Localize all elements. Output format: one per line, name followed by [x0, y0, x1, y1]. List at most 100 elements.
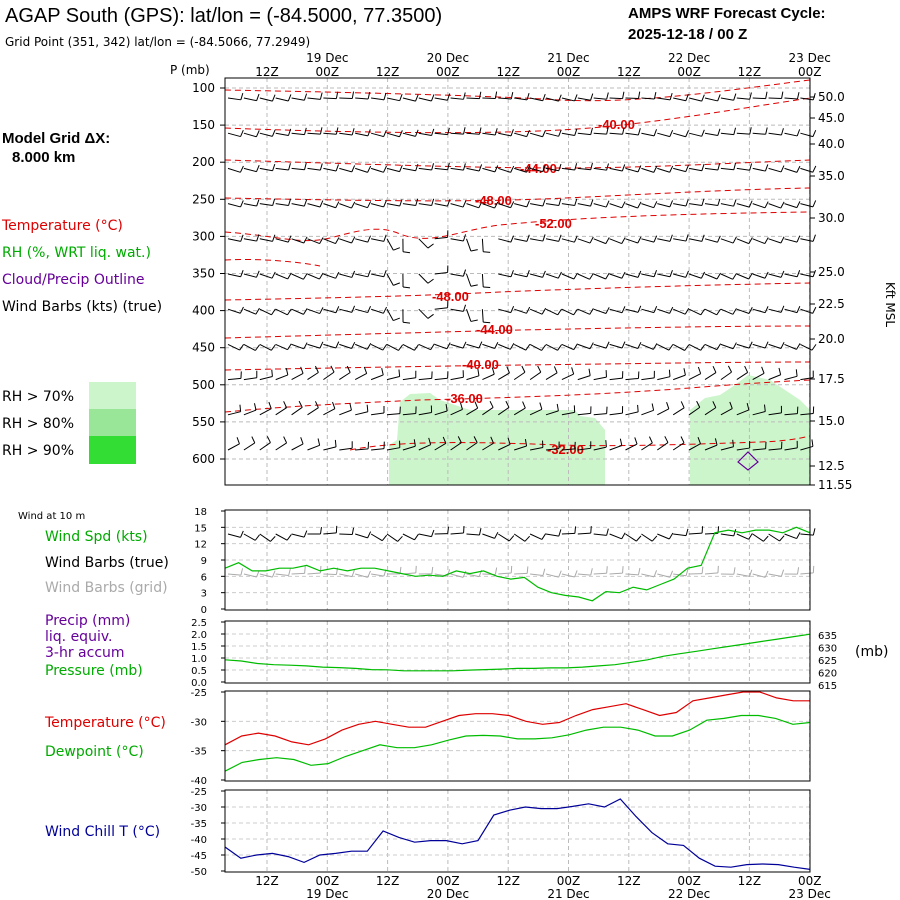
- wind-barb: [720, 365, 732, 381]
- top-date-label: 23 Dec: [789, 51, 831, 65]
- wind-barb: [545, 271, 562, 279]
- top-hour-label: 12Z: [255, 65, 279, 79]
- wind-barb: [291, 199, 308, 207]
- wind-barb-true: [593, 528, 609, 536]
- wind-barb: [291, 308, 308, 315]
- wind-barb-grid: [259, 570, 276, 578]
- wind-barb: [688, 271, 706, 279]
- isotherm-44: [224, 159, 811, 169]
- wind-barb-true: [498, 533, 515, 542]
- bottom-hour-label: 12Z: [255, 874, 279, 888]
- wind-barb: [355, 270, 371, 278]
- wind-barb: [529, 164, 546, 173]
- wind-barb-true: [609, 532, 626, 540]
- isotherm-label-48b: -48.00: [432, 289, 469, 304]
- wind-barb: [482, 128, 498, 136]
- rh-shading: [389, 375, 810, 485]
- wind-barb: [593, 237, 610, 245]
- wind-barb: [243, 343, 260, 351]
- temperature-line: [224, 691, 810, 746]
- bottom-hour-label: 00Z: [316, 874, 340, 888]
- wind-barb: [243, 93, 260, 102]
- wind-barb: [354, 366, 368, 381]
- wind-barb: [609, 406, 624, 416]
- wind-barb: [450, 304, 467, 312]
- wind-barb: [466, 238, 478, 252]
- wind-barb: [688, 366, 702, 381]
- wind-barb: [275, 272, 292, 280]
- wind-barb: [370, 200, 387, 208]
- wind-barb-grid: [291, 566, 306, 575]
- wind-barb: [498, 400, 510, 416]
- wind-barb: [418, 405, 433, 416]
- windchill-panel: -25 -30 -35 -40 -45 -50: [191, 787, 811, 878]
- wind-barb: [736, 92, 752, 100]
- wind-barb: [371, 441, 385, 451]
- wind-barb: [498, 270, 514, 278]
- wind-barb: [545, 198, 562, 206]
- model-grid-label: Model Grid ΔX:: [2, 130, 110, 147]
- wind-barb: [434, 230, 449, 240]
- wind-barb: [339, 441, 353, 451]
- windchill-tick-label: -30: [191, 803, 207, 814]
- wind-speed-tick-label: 9: [201, 556, 207, 567]
- legend-rh: RH (%, WRT liq. wat.): [2, 245, 151, 261]
- pressure-tick-label: 400: [192, 304, 215, 318]
- wind-barb: [641, 201, 658, 209]
- legend-3hr-accum: 3-hr accum: [45, 645, 125, 661]
- wind-barb-true: [434, 526, 449, 535]
- wind-barb: [275, 343, 292, 351]
- wind-barb: [545, 403, 559, 416]
- wind-barb: [291, 437, 304, 451]
- wind-barb-true: [625, 533, 642, 542]
- rh80-label: RH > 80%: [2, 416, 74, 432]
- wind-barb: [768, 270, 785, 278]
- legend-liq-equiv: liq. equiv.: [45, 629, 112, 645]
- wind-barb: [434, 127, 450, 136]
- wind-barb-grid: [545, 570, 562, 578]
- wind-barb-grid: [752, 570, 769, 578]
- wind-barb: [434, 300, 449, 310]
- pressure-line: [224, 633, 811, 672]
- wind-barb-true: [720, 529, 737, 537]
- wind-barb: [752, 341, 769, 349]
- bottom-date-label: 22 Dec: [668, 887, 710, 900]
- wind-barb: [752, 404, 766, 416]
- wind-barb-true: [450, 525, 465, 535]
- wind-barb: [514, 165, 531, 173]
- wind-barb: [625, 404, 639, 416]
- wind-barb: [673, 234, 689, 242]
- isotherm-label-40b: -40.00: [462, 357, 499, 372]
- kft-tick-label: 40.0: [818, 137, 845, 151]
- pressure-axis-title: P (mb): [170, 63, 210, 77]
- wind-barb: [768, 128, 784, 136]
- wind-barb: [561, 128, 578, 136]
- wind-barb: [434, 93, 451, 101]
- wind-barb: [291, 366, 304, 381]
- legend-cloud: Cloud/Precip Outline: [2, 272, 145, 288]
- wind-barb: [227, 129, 244, 138]
- isotherm-label-44b: -44.00: [476, 322, 513, 337]
- wind-barb: [514, 92, 530, 101]
- isotherms: -40.00 -44.00 -48.00 -52.00 -48.00 -44.0…: [224, 79, 811, 457]
- wind-barb: [259, 369, 273, 381]
- wind-barb: [386, 164, 403, 173]
- wind-barb: [291, 93, 308, 101]
- wind-barb: [498, 92, 514, 100]
- top-hour-label: 00Z: [316, 65, 340, 79]
- wind-barb: [577, 127, 593, 136]
- wind-barb: [800, 129, 817, 138]
- legend-wind-speed: Wind Spd (kts): [45, 529, 148, 545]
- pressure-unit-label: (mb): [855, 644, 888, 660]
- wind-barb: [498, 437, 511, 451]
- temperature-frame: [224, 690, 811, 782]
- wind-barb: [259, 436, 271, 451]
- wind-barb: [688, 94, 705, 102]
- wind-barb: [227, 306, 244, 314]
- wind-barb: [418, 273, 434, 284]
- wind-barb-true: [370, 533, 388, 542]
- wind-barb: [386, 308, 401, 322]
- wind-barb: [577, 236, 594, 244]
- pressure-tick-label: 550: [192, 415, 215, 429]
